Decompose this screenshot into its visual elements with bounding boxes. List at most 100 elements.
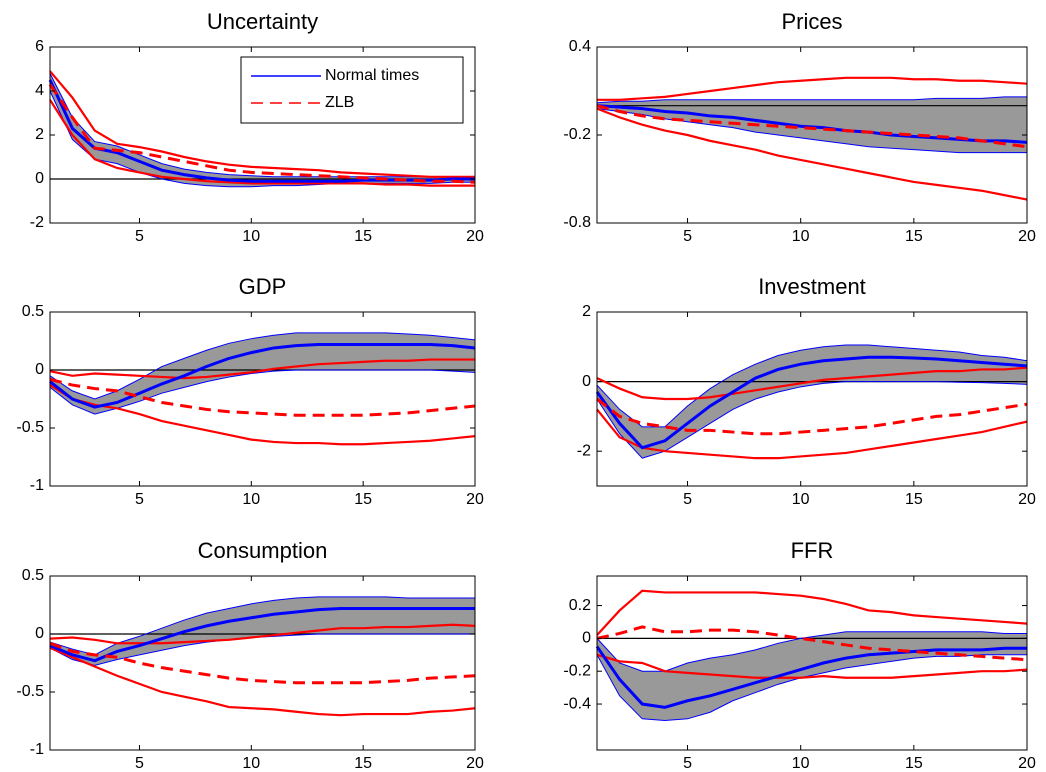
y-tick-label: -0.4 — [563, 695, 591, 712]
band-lower — [596, 408, 1028, 460]
x-tick-label: 10 — [792, 228, 810, 245]
y-tick-label: -0.2 — [563, 662, 591, 679]
subplot: Prices -0.8 -0.2 0.4 5 10 15 20 — [563, 9, 1036, 245]
x-tick-label: 20 — [466, 228, 484, 245]
x-tick-label: 15 — [905, 491, 923, 508]
median-line — [595, 645, 1027, 709]
band-lower — [49, 99, 475, 187]
x-tick-label: 15 — [905, 228, 923, 245]
x-tick-label: 20 — [1018, 755, 1036, 772]
band-lower — [49, 369, 476, 415]
band-lower — [49, 646, 476, 717]
y-tick-label: 2 — [582, 303, 591, 320]
x-tick-label: 10 — [792, 491, 810, 508]
y-tick-label: 4 — [35, 82, 44, 99]
legend-label: Normal times — [325, 67, 419, 84]
x-tick-label: 15 — [905, 755, 923, 772]
y-tick-label: 0 — [35, 170, 44, 187]
band-fill — [597, 96, 1027, 153]
subplot-title: Consumption — [198, 538, 328, 563]
x-tick-label: 5 — [135, 491, 144, 508]
band-upper — [596, 366, 1028, 401]
x-tick-label: 10 — [242, 755, 260, 772]
y-tick-label: 0.2 — [569, 597, 591, 614]
axes-box — [596, 575, 1028, 751]
band-lower — [49, 384, 476, 446]
x-tick-label: 5 — [683, 228, 692, 245]
band-upper — [597, 76, 1028, 101]
band-upper — [49, 623, 476, 645]
band-fill — [50, 332, 475, 415]
median-line — [596, 397, 1028, 436]
subplot-title: Investment — [758, 274, 866, 299]
x-tick-label: 20 — [466, 491, 484, 508]
axes-box — [49, 311, 476, 487]
band-lower — [596, 381, 1028, 459]
band-lower — [596, 654, 1027, 721]
band-upper — [49, 73, 475, 178]
x-tick-label: 15 — [354, 755, 372, 772]
subplot: Consumption -1 -0.5 0 0.5 5 10 15 20 — [16, 538, 484, 772]
band-lower — [596, 108, 1027, 154]
band-upper — [596, 589, 1028, 636]
y-tick-label: 0.5 — [22, 303, 44, 320]
x-tick-label: 15 — [354, 228, 372, 245]
median-line — [49, 342, 476, 409]
band-upper — [596, 96, 1027, 104]
band-upper — [49, 70, 475, 178]
y-tick-label: 6 — [35, 38, 44, 55]
band-lower — [596, 653, 1028, 679]
subplot-title: Prices — [781, 9, 842, 34]
median-line — [49, 641, 476, 685]
band-lower — [596, 107, 1028, 201]
legend-label: ZLB — [325, 94, 354, 111]
band-upper — [596, 344, 1028, 428]
y-tick-label: 0 — [582, 630, 591, 647]
axes-box — [596, 311, 1028, 487]
subplot: Investment -2 0 2 5 10 15 20 — [577, 274, 1036, 508]
band-upper — [49, 596, 475, 656]
y-tick-label: 0 — [35, 625, 44, 642]
subplot-title: Uncertainty — [207, 9, 318, 34]
y-tick-label: -2 — [30, 214, 44, 231]
band-fill — [50, 596, 475, 666]
x-tick-label: 20 — [1018, 228, 1036, 245]
x-tick-label: 5 — [683, 755, 692, 772]
band-upper — [49, 332, 476, 400]
y-tick-label: 0 — [582, 373, 591, 390]
median-line — [48, 83, 476, 184]
y-tick-label: -0.2 — [563, 126, 591, 143]
x-tick-label: 5 — [683, 491, 692, 508]
median-line — [596, 104, 1028, 149]
median-line — [596, 625, 1028, 662]
y-tick-label: -1 — [30, 477, 44, 494]
band-upper — [596, 631, 1027, 672]
y-tick-label: 0.5 — [22, 567, 44, 584]
subplot: FFR -0.4 -0.2 0 0.2 5 10 15 20 — [563, 538, 1036, 772]
y-tick-label: -1 — [30, 741, 44, 758]
legend-box — [240, 56, 464, 124]
y-tick-label: -0.8 — [563, 214, 591, 231]
subplot-title: GDP — [239, 274, 287, 299]
x-tick-label: 15 — [354, 491, 372, 508]
subplot: GDP -1 -0.5 0 0.5 5 10 15 20 — [16, 274, 484, 508]
median-line — [49, 606, 475, 663]
y-tick-label: 0.4 — [569, 38, 591, 55]
y-tick-label: -2 — [577, 442, 591, 459]
x-tick-label: 10 — [792, 755, 810, 772]
median-line — [595, 355, 1028, 450]
x-tick-label: 5 — [135, 755, 144, 772]
band-upper — [49, 358, 475, 380]
x-tick-label: 20 — [1018, 491, 1036, 508]
x-tick-label: 5 — [135, 228, 144, 245]
y-tick-label: -0.5 — [16, 419, 44, 436]
subplot-title: FFR — [791, 538, 834, 563]
median-line — [49, 377, 476, 417]
x-tick-label: 10 — [242, 228, 260, 245]
x-tick-label: 20 — [466, 755, 484, 772]
y-tick-label: 2 — [35, 126, 44, 143]
subplot: Uncertainty -2 0 2 4 6 5 10 15 20 Normal times ZLB — [30, 9, 484, 245]
y-tick-label: 0 — [35, 361, 44, 378]
axes-box — [49, 575, 476, 751]
